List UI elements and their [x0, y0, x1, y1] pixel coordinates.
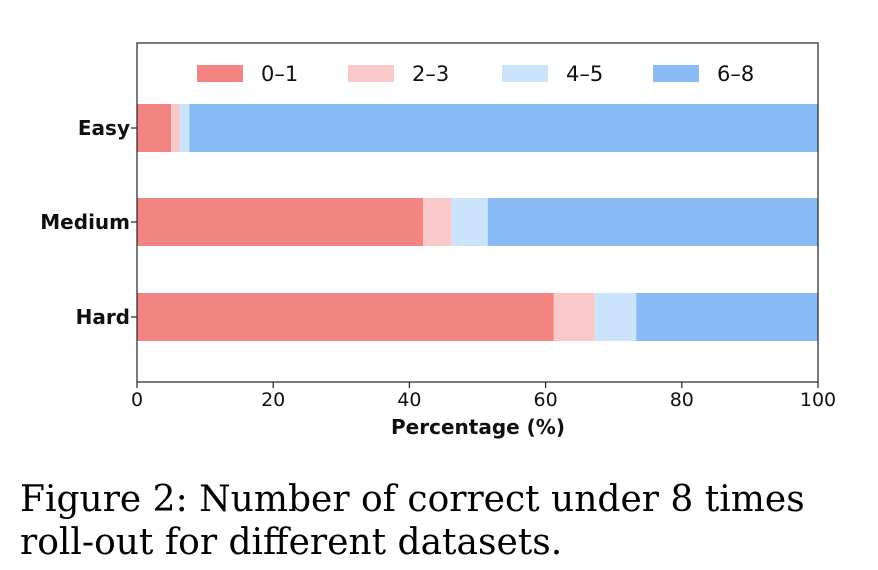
legend-label-3: 4–5	[566, 62, 603, 86]
x-tick-label: 60	[534, 389, 558, 411]
bars-group	[137, 104, 818, 341]
bar-medium-series-1	[137, 198, 424, 246]
x-axis-ticks: 0 20 40 60 80 100	[131, 382, 836, 411]
legend: 0–1 2–3 4–5 6–8	[197, 62, 754, 86]
legend-swatch-2	[348, 65, 394, 82]
bar-easy-series-3	[179, 104, 190, 152]
x-tick-label: 80	[670, 389, 694, 411]
x-tick-label: 40	[397, 389, 421, 411]
x-tick-label: 0	[131, 389, 143, 411]
category-label-easy: Easy	[78, 116, 130, 140]
x-axis-title: Percentage (%)	[391, 415, 565, 439]
legend-swatch-3	[502, 65, 548, 82]
legend-swatch-1	[197, 65, 243, 82]
legend-label-2: 2–3	[412, 62, 449, 86]
bar-medium-series-3	[451, 198, 488, 246]
legend-label-4: 6–8	[717, 62, 754, 86]
plot-frame	[136, 42, 819, 383]
bar-medium-series-2	[423, 198, 452, 246]
bar-hard-series-4	[636, 293, 818, 341]
bar-hard-series-1	[137, 293, 554, 341]
bar-easy-series-1	[137, 104, 172, 152]
bar-easy-series-2	[171, 104, 180, 152]
x-tick-label: 100	[800, 389, 836, 411]
category-label-hard: Hard	[76, 305, 130, 329]
category-label-medium: Medium	[40, 210, 130, 234]
x-tick-label: 20	[261, 389, 285, 411]
bar-hard-series-2	[553, 293, 595, 341]
bar-easy-series-4	[189, 104, 818, 152]
figure-caption: Figure 2: Number of correct under 8 time…	[20, 479, 805, 563]
bar-hard-series-3	[594, 293, 637, 341]
legend-swatch-4	[653, 65, 699, 82]
stacked-bar-chart: Easy Medium Hard 0 20 40 60 80 100 Percentage (…	[40, 42, 836, 439]
legend-label-1: 0–1	[261, 62, 298, 86]
bar-medium-series-4	[487, 198, 818, 246]
category-labels: Easy Medium Hard	[40, 116, 137, 329]
